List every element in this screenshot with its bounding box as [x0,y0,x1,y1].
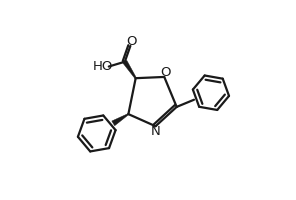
Text: O: O [126,35,136,48]
Text: O: O [160,66,170,79]
Text: HO: HO [93,60,113,73]
Text: N: N [151,125,161,138]
Polygon shape [123,60,136,79]
Polygon shape [112,114,129,126]
